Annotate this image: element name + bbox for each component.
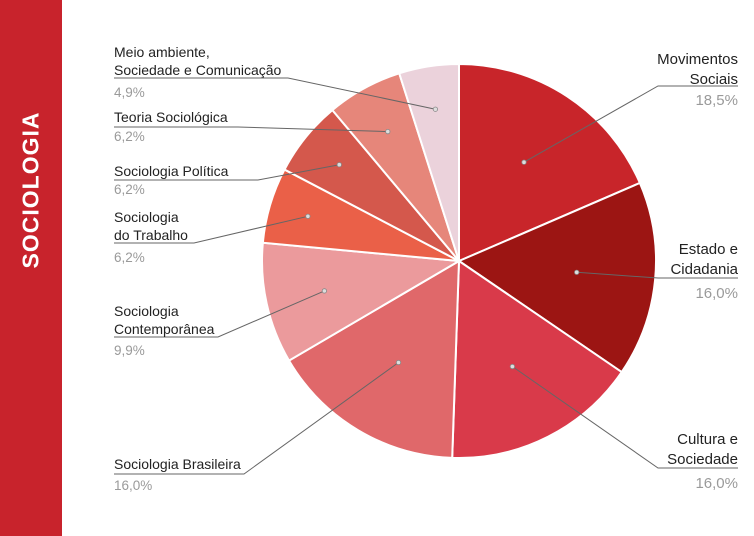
leader-line-5 [114,290,325,338]
slice-value-label-6: 6,2% [114,250,145,265]
leader-line-7 [114,164,340,181]
slice-label-5-line-1: Sociologia [114,303,179,319]
slice-label-5-line-2: Contemporânea [114,321,215,337]
slice-label-1-line-2: Sociais [690,71,738,88]
leader-dot-7 [336,162,342,168]
leader-line-9 [114,77,436,110]
leader-line-8 [114,126,388,133]
slice-value-label-7: 6,2% [114,182,145,197]
slice-label-2-line-1: Estado e [679,241,738,258]
slice-value-label-8: 6,2% [114,129,145,144]
pie-slice-9 [397,62,460,262]
slice-value-label-9: 4,9% [114,85,145,100]
leader-line-2 [576,271,738,279]
slice-label-9-line-1: Meio ambiente, [114,44,210,60]
leader-dot-9 [432,106,438,112]
leader-line-4 [114,362,399,475]
leader-dot-2 [574,269,580,275]
slice-label-3-line-2: Sociedade [667,451,738,468]
leader-dot-4 [395,359,402,366]
leader-dot-5 [321,288,327,294]
pie-slice-3 [451,259,624,459]
leader-lines [114,77,738,475]
slice-label-2-line-2: Cidadania [670,261,738,278]
slice-value-label-2: 16,0% [695,285,738,302]
leader-line-3 [512,366,738,469]
slice-label-1-line-1: Movimentos [657,51,738,68]
sidebar: SOCIOLOGIA [0,0,62,536]
slice-label-3-line-1: Cultura e [677,431,738,448]
leader-dot-1 [521,159,527,165]
leader-line-6 [114,215,309,244]
slice-label-9-line-2: Sociedade e Comunicação [114,62,282,78]
slice-value-label-1: 18,5% [695,92,738,109]
slice-label-8-line-1: Teoria Sociológica [114,109,228,125]
slice-label-6-line-1: Sociologia [114,209,179,225]
pie-slice-2 [456,181,657,374]
leader-dot-6 [305,213,311,219]
pie-slice-4 [287,259,461,459]
pie-slices [261,62,657,459]
slice-value-label-3: 16,0% [695,475,738,492]
slice-value-label-4: 16,0% [114,478,152,493]
leader-dot-8 [385,129,391,135]
leader-dot-3 [509,363,516,370]
slice-labels: Movimentos Sociais 18,5% Estado e Cidadania 1… [114,44,739,493]
pie-slice-1 [458,62,642,263]
slice-label-7-line-1: Sociologia Política [114,163,229,179]
slice-value-label-5: 9,9% [114,343,145,358]
slice-label-6-line-2: do Trabalho [114,227,188,243]
leader-line-1 [523,85,738,163]
slice-label-4-line-1: Sociologia Brasileira [114,456,241,472]
pie-slice-5 [261,241,463,362]
